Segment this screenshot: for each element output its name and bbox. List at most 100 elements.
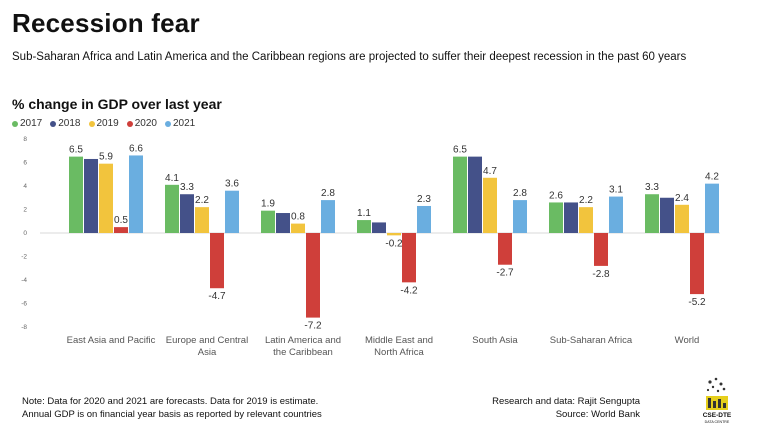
- data-label: -4.2: [400, 285, 418, 296]
- legend-label-2020: 2020: [134, 118, 157, 129]
- y-tick-label: -4: [21, 277, 27, 284]
- data-label: 3.6: [225, 179, 239, 190]
- bar-2017: [453, 156, 467, 233]
- data-label: 3.1: [609, 185, 623, 196]
- legend-label-2018: 2018: [58, 118, 81, 129]
- bar-2021: [513, 200, 527, 233]
- credits: Research and data: Rajit Sengupta Source…: [492, 395, 640, 421]
- bar-2017: [69, 156, 83, 233]
- bar-2021: [609, 196, 623, 233]
- data-label: 4.7: [483, 166, 497, 177]
- research-credit: Research and data: Rajit Sengupta: [492, 396, 640, 407]
- bar-2021: [705, 183, 719, 233]
- legend-item-2021: 2021: [165, 118, 195, 129]
- data-label: 6.5: [453, 145, 467, 156]
- bar-2019: [483, 177, 497, 233]
- cse-dte-logo: CSE-DTE DATA CENTRE: [703, 377, 732, 424]
- footer-note-line-1: Note: Data for 2020 and 2021 are forecas…: [22, 396, 319, 407]
- data-label: -5.2: [688, 297, 706, 308]
- logo-subtext: DATA CENTRE: [705, 420, 730, 424]
- category-label: Europe and Central: [166, 335, 248, 346]
- category-label: Middle East and: [365, 335, 433, 346]
- data-label: 2.4: [675, 193, 689, 204]
- bar-2018: [84, 158, 98, 233]
- data-label: 6.6: [129, 143, 143, 154]
- category-label: South Asia: [472, 335, 518, 346]
- data-label: 2.8: [321, 188, 335, 199]
- data-label: 2.2: [195, 195, 209, 206]
- bar-2020: [690, 233, 704, 295]
- y-tick-label: 2: [23, 207, 27, 214]
- data-label: -2.8: [592, 269, 610, 280]
- legend-item-2020: 2020: [126, 118, 157, 129]
- bar-2019: [675, 204, 689, 233]
- source-credit: Source: World Bank: [555, 409, 640, 420]
- bar-2021: [321, 200, 335, 233]
- bar-2020: [498, 233, 512, 265]
- bar-2020: [306, 233, 320, 318]
- bar-2021: [129, 155, 143, 233]
- y-tick-label: 8: [23, 136, 27, 143]
- bar-2019: [579, 207, 593, 233]
- data-label: 1.1: [357, 208, 371, 219]
- bar-2021: [417, 205, 431, 233]
- category-label: World: [675, 335, 700, 346]
- legend-label-2019: 2019: [96, 118, 119, 129]
- legend-item-2017: 2017: [12, 118, 42, 129]
- data-label: -7.2: [304, 321, 322, 332]
- data-label: 5.9: [99, 152, 113, 163]
- bar-2017: [261, 210, 275, 233]
- bar-2020: [594, 233, 608, 266]
- legend-label-2017: 2017: [20, 118, 43, 129]
- bar-2020: [210, 233, 224, 289]
- data-label: 3.3: [180, 182, 194, 193]
- legend-swatch-2020: [126, 120, 133, 127]
- data-label: 3.3: [645, 182, 659, 193]
- logo-text: CSE-DTE: [703, 412, 732, 419]
- data-label: 0.8: [291, 212, 305, 223]
- bar-2020: [114, 227, 128, 233]
- legend-label-2021: 2021: [173, 118, 196, 129]
- bar-2019: [387, 233, 401, 236]
- data-label: 2.3: [417, 194, 431, 205]
- data-label: -4.7: [208, 291, 226, 302]
- y-tick-label: 6: [23, 160, 27, 167]
- footer-note-line-2: Annual GDP is on financial year basis as…: [22, 409, 322, 420]
- y-tick-label: -6: [21, 301, 27, 308]
- bar-2017: [645, 194, 659, 233]
- bar-2018: [660, 197, 674, 233]
- category-label: Latin America and: [265, 335, 341, 346]
- category-label: Asia: [198, 347, 217, 358]
- bar-2017: [549, 202, 563, 233]
- category-label: the Caribbean: [273, 347, 333, 358]
- data-label: 2.6: [549, 190, 563, 201]
- category-label: North Africa: [374, 347, 424, 358]
- data-label: 4.1: [165, 173, 179, 184]
- page-title: Recession fear: [12, 8, 200, 38]
- data-label: 6.5: [69, 145, 83, 156]
- legend-swatch-2021: [165, 120, 171, 127]
- bar-2020: [402, 233, 416, 283]
- y-tick-label: 0: [23, 230, 27, 237]
- data-label: -2.7: [496, 268, 514, 279]
- bar-2021: [225, 190, 239, 233]
- y-tick-label: 4: [23, 183, 27, 190]
- category-label: East Asia and Pacific: [67, 335, 156, 346]
- gdp-bar-chart: 8 6 4 2 0 -2 -4 -6 -8 6.5 5.9 0.5 6.6 East Asia and P…: [21, 136, 720, 358]
- data-label: 2.2: [579, 195, 593, 206]
- legend-swatch-2018: [50, 120, 57, 127]
- bar-2018: [372, 222, 386, 233]
- bar-2019: [195, 207, 209, 233]
- data-label: 0.5: [114, 215, 128, 226]
- legend-item-2018: 2018: [50, 118, 81, 129]
- legend-item-2019: 2019: [88, 118, 119, 129]
- footer-note: Note: Data for 2020 and 2021 are forecas…: [22, 395, 322, 421]
- bar-2018: [180, 194, 194, 233]
- y-tick-label: -8: [21, 324, 27, 331]
- bar-2019: [99, 163, 113, 233]
- bar-2018: [564, 202, 578, 233]
- data-label: 2.8: [513, 188, 527, 199]
- legend-swatch-2017: [12, 120, 18, 127]
- page-subtitle: Sub-Saharan Africa and Latin America and…: [12, 51, 687, 63]
- bar-2018: [276, 213, 290, 233]
